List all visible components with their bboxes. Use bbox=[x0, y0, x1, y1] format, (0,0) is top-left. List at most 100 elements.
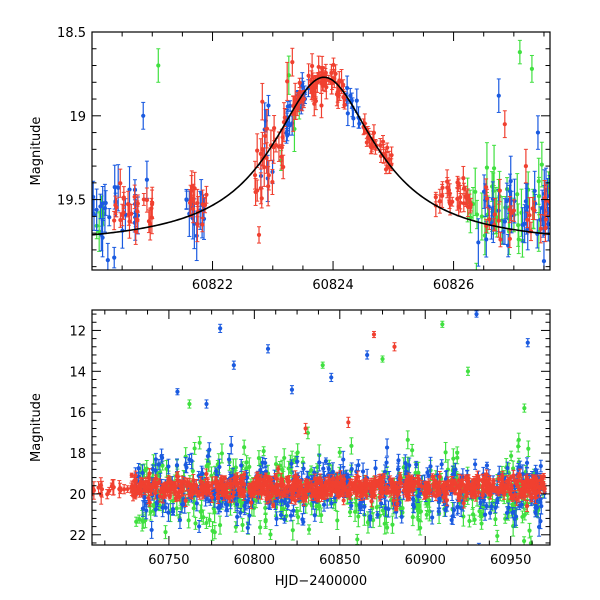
data-point bbox=[285, 79, 290, 84]
data-point bbox=[472, 517, 477, 522]
data-point bbox=[491, 166, 497, 171]
data-point bbox=[202, 202, 208, 208]
y-tick-label: 19 bbox=[69, 110, 86, 125]
data-point bbox=[484, 165, 490, 170]
data-point bbox=[144, 177, 150, 182]
data-point bbox=[360, 469, 366, 474]
data-point bbox=[266, 103, 271, 108]
data-point bbox=[195, 200, 200, 206]
data-point bbox=[166, 464, 171, 469]
data-point bbox=[506, 243, 511, 248]
data-point bbox=[355, 537, 360, 542]
data-point bbox=[349, 466, 354, 472]
data-point bbox=[100, 201, 105, 206]
data-point bbox=[189, 458, 194, 464]
data-point bbox=[399, 514, 404, 519]
data-point bbox=[407, 463, 412, 468]
data-point bbox=[140, 518, 145, 523]
data-point bbox=[384, 525, 390, 530]
data-point bbox=[483, 184, 489, 190]
data-point bbox=[502, 219, 508, 224]
data-point bbox=[243, 500, 248, 505]
data-point bbox=[153, 457, 158, 462]
data-point bbox=[451, 456, 456, 461]
data-point bbox=[200, 222, 205, 227]
data-point bbox=[461, 201, 466, 206]
data-point bbox=[535, 130, 541, 135]
data-point bbox=[424, 512, 429, 517]
data-point bbox=[153, 507, 158, 512]
data-point bbox=[517, 503, 522, 508]
data-point bbox=[527, 213, 532, 218]
data-point bbox=[493, 517, 498, 522]
data-point bbox=[214, 468, 219, 474]
data-point bbox=[368, 551, 372, 555]
top-panel: 60822 60824 60826 18.5 19 19.5 Magnitude bbox=[29, 26, 551, 293]
data-point bbox=[282, 115, 287, 120]
data-point bbox=[263, 133, 268, 139]
data-point bbox=[530, 206, 535, 211]
data-point bbox=[477, 549, 481, 553]
data-point bbox=[527, 528, 532, 533]
data-point bbox=[174, 463, 180, 468]
data-point bbox=[533, 505, 538, 510]
data-point bbox=[465, 369, 471, 374]
data-point bbox=[357, 121, 362, 126]
data-point bbox=[192, 446, 197, 451]
data-point bbox=[507, 236, 512, 241]
data-point bbox=[428, 464, 433, 469]
data-point bbox=[253, 189, 258, 195]
data-point bbox=[450, 514, 455, 519]
data-point bbox=[440, 193, 445, 199]
data-point bbox=[415, 493, 421, 499]
data-point bbox=[196, 524, 202, 529]
data-point bbox=[156, 63, 161, 68]
data-point bbox=[112, 218, 117, 223]
x-tick-label: 60822 bbox=[192, 278, 233, 293]
data-point bbox=[187, 401, 192, 407]
data-point bbox=[305, 430, 311, 436]
data-point bbox=[496, 93, 501, 98]
data-point bbox=[118, 217, 123, 223]
data-point bbox=[148, 509, 153, 515]
data-point bbox=[481, 189, 487, 194]
data-point bbox=[229, 443, 234, 448]
data-point bbox=[274, 516, 279, 521]
data-point bbox=[263, 505, 268, 511]
data-point bbox=[425, 470, 430, 475]
data-point bbox=[92, 212, 97, 217]
data-point bbox=[163, 505, 168, 510]
data-point bbox=[384, 445, 390, 450]
data-point bbox=[364, 140, 369, 145]
data-point bbox=[280, 467, 285, 472]
data-point bbox=[448, 201, 453, 207]
data-point bbox=[487, 217, 492, 222]
data-point bbox=[198, 509, 203, 514]
data-point bbox=[539, 504, 544, 509]
data-point bbox=[239, 463, 244, 468]
data-point bbox=[226, 457, 232, 462]
data-point bbox=[120, 212, 125, 218]
data-point bbox=[295, 450, 300, 455]
data-point bbox=[411, 502, 416, 507]
data-point bbox=[127, 219, 132, 224]
data-point bbox=[141, 113, 146, 118]
data-point bbox=[380, 356, 385, 362]
data-point bbox=[375, 512, 380, 517]
data-point bbox=[326, 466, 331, 472]
data-point bbox=[532, 188, 537, 194]
data-point bbox=[500, 229, 506, 234]
data-point bbox=[315, 465, 320, 470]
data-point bbox=[98, 204, 103, 209]
data-point bbox=[224, 507, 229, 513]
data-point bbox=[153, 468, 158, 473]
data-point bbox=[347, 509, 353, 515]
data-point bbox=[235, 514, 240, 519]
data-point bbox=[481, 497, 486, 503]
data-point bbox=[538, 463, 543, 469]
data-point bbox=[272, 126, 277, 131]
x-tick-label: 60826 bbox=[433, 278, 474, 293]
data-point bbox=[540, 205, 545, 211]
data-point bbox=[282, 499, 287, 504]
